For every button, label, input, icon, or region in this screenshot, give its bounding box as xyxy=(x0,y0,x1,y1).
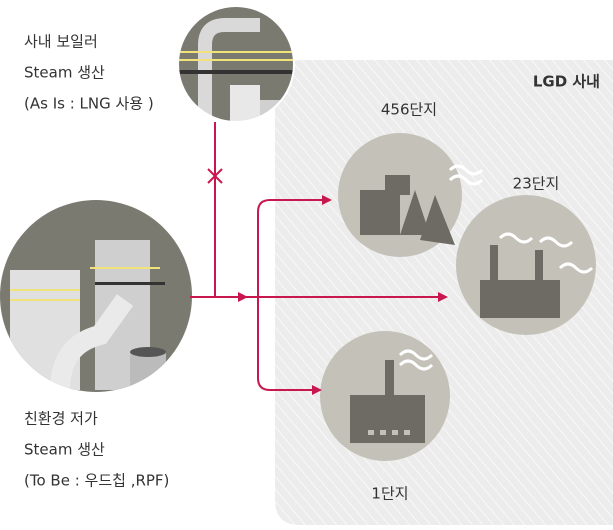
bottom-source-text: 친환경 저가 xyxy=(24,410,98,428)
bottom-source-text: (To Be : 우드칩 ,RPF) xyxy=(24,472,169,490)
area-label: LGD 사내 xyxy=(533,73,600,91)
bottom-plant-image xyxy=(0,200,192,392)
bottom-source-text: Steam 생산 xyxy=(24,441,105,459)
top-source-text: (As Is : LNG 사용 ) xyxy=(24,95,154,113)
top-source-text: 사내 보일러 xyxy=(24,33,98,51)
node-label: 23단지 xyxy=(513,175,560,193)
node-label: 456단지 xyxy=(381,101,437,119)
node-456-icon xyxy=(338,133,484,257)
flow-lines xyxy=(190,122,448,395)
node-label: 1단지 xyxy=(371,485,408,503)
top-source-text: Steam 생산 xyxy=(24,64,105,82)
node-1-icon xyxy=(320,331,450,461)
node-23-icon xyxy=(456,195,596,335)
